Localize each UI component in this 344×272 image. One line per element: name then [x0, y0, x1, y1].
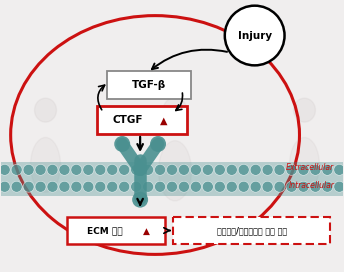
Circle shape	[166, 181, 178, 192]
Circle shape	[59, 181, 70, 192]
Circle shape	[214, 164, 225, 175]
Circle shape	[322, 164, 333, 175]
Text: ECM 성성: ECM 성성	[87, 226, 126, 235]
Circle shape	[143, 181, 153, 192]
Circle shape	[238, 181, 249, 192]
Circle shape	[274, 181, 285, 192]
Circle shape	[23, 164, 34, 175]
Circle shape	[202, 181, 213, 192]
Circle shape	[107, 164, 118, 175]
Circle shape	[225, 6, 284, 65]
Ellipse shape	[163, 97, 187, 124]
Ellipse shape	[290, 137, 319, 192]
Circle shape	[191, 164, 201, 175]
Circle shape	[238, 164, 249, 175]
Circle shape	[23, 181, 34, 192]
Circle shape	[154, 181, 165, 192]
Ellipse shape	[34, 98, 56, 122]
Circle shape	[11, 181, 22, 192]
Circle shape	[226, 164, 237, 175]
Circle shape	[71, 164, 82, 175]
Ellipse shape	[159, 141, 191, 201]
Circle shape	[262, 164, 273, 175]
Circle shape	[179, 181, 190, 192]
Circle shape	[150, 136, 166, 152]
Text: TGF-β: TGF-β	[132, 80, 166, 90]
Circle shape	[131, 164, 142, 175]
Text: ▲: ▲	[143, 227, 150, 236]
Circle shape	[83, 181, 94, 192]
Circle shape	[107, 181, 118, 192]
Circle shape	[286, 164, 297, 175]
Circle shape	[0, 164, 10, 175]
FancyBboxPatch shape	[97, 106, 187, 134]
Circle shape	[226, 181, 237, 192]
Circle shape	[131, 181, 142, 192]
Circle shape	[334, 164, 344, 175]
Circle shape	[95, 164, 106, 175]
Circle shape	[95, 181, 106, 192]
Circle shape	[132, 192, 148, 208]
Bar	[1, 162, 343, 179]
Circle shape	[202, 164, 213, 175]
Circle shape	[83, 164, 94, 175]
Circle shape	[298, 181, 309, 192]
Circle shape	[250, 181, 261, 192]
Text: Injury: Injury	[238, 30, 272, 41]
Text: ▲: ▲	[160, 116, 168, 126]
Circle shape	[310, 164, 321, 175]
Circle shape	[71, 181, 82, 192]
Circle shape	[114, 136, 130, 152]
Circle shape	[179, 164, 190, 175]
Text: Extracellular: Extracellular	[286, 163, 334, 172]
Circle shape	[310, 181, 321, 192]
Bar	[1, 179, 343, 196]
Circle shape	[298, 164, 309, 175]
Ellipse shape	[31, 137, 61, 192]
Circle shape	[262, 181, 273, 192]
FancyBboxPatch shape	[173, 217, 330, 245]
Circle shape	[35, 181, 46, 192]
FancyBboxPatch shape	[107, 71, 191, 99]
Circle shape	[250, 164, 261, 175]
Circle shape	[286, 181, 297, 192]
Circle shape	[47, 164, 58, 175]
Circle shape	[143, 164, 153, 175]
Circle shape	[59, 164, 70, 175]
Circle shape	[119, 181, 130, 192]
Circle shape	[274, 164, 285, 175]
Circle shape	[214, 181, 225, 192]
Circle shape	[11, 164, 22, 175]
Circle shape	[35, 164, 46, 175]
Circle shape	[154, 164, 165, 175]
Text: Intracellular: Intracellular	[289, 181, 334, 190]
Text: CTGF: CTGF	[113, 115, 143, 125]
Circle shape	[322, 181, 333, 192]
Circle shape	[334, 181, 344, 192]
Circle shape	[119, 164, 130, 175]
Circle shape	[47, 181, 58, 192]
Circle shape	[191, 181, 201, 192]
Circle shape	[0, 181, 10, 192]
Ellipse shape	[293, 98, 315, 122]
FancyBboxPatch shape	[67, 217, 165, 245]
Text: 비대휘터/켈로이드성 흐터 생성: 비대휘터/켈로이드성 흐터 생성	[217, 226, 287, 235]
Circle shape	[166, 164, 178, 175]
